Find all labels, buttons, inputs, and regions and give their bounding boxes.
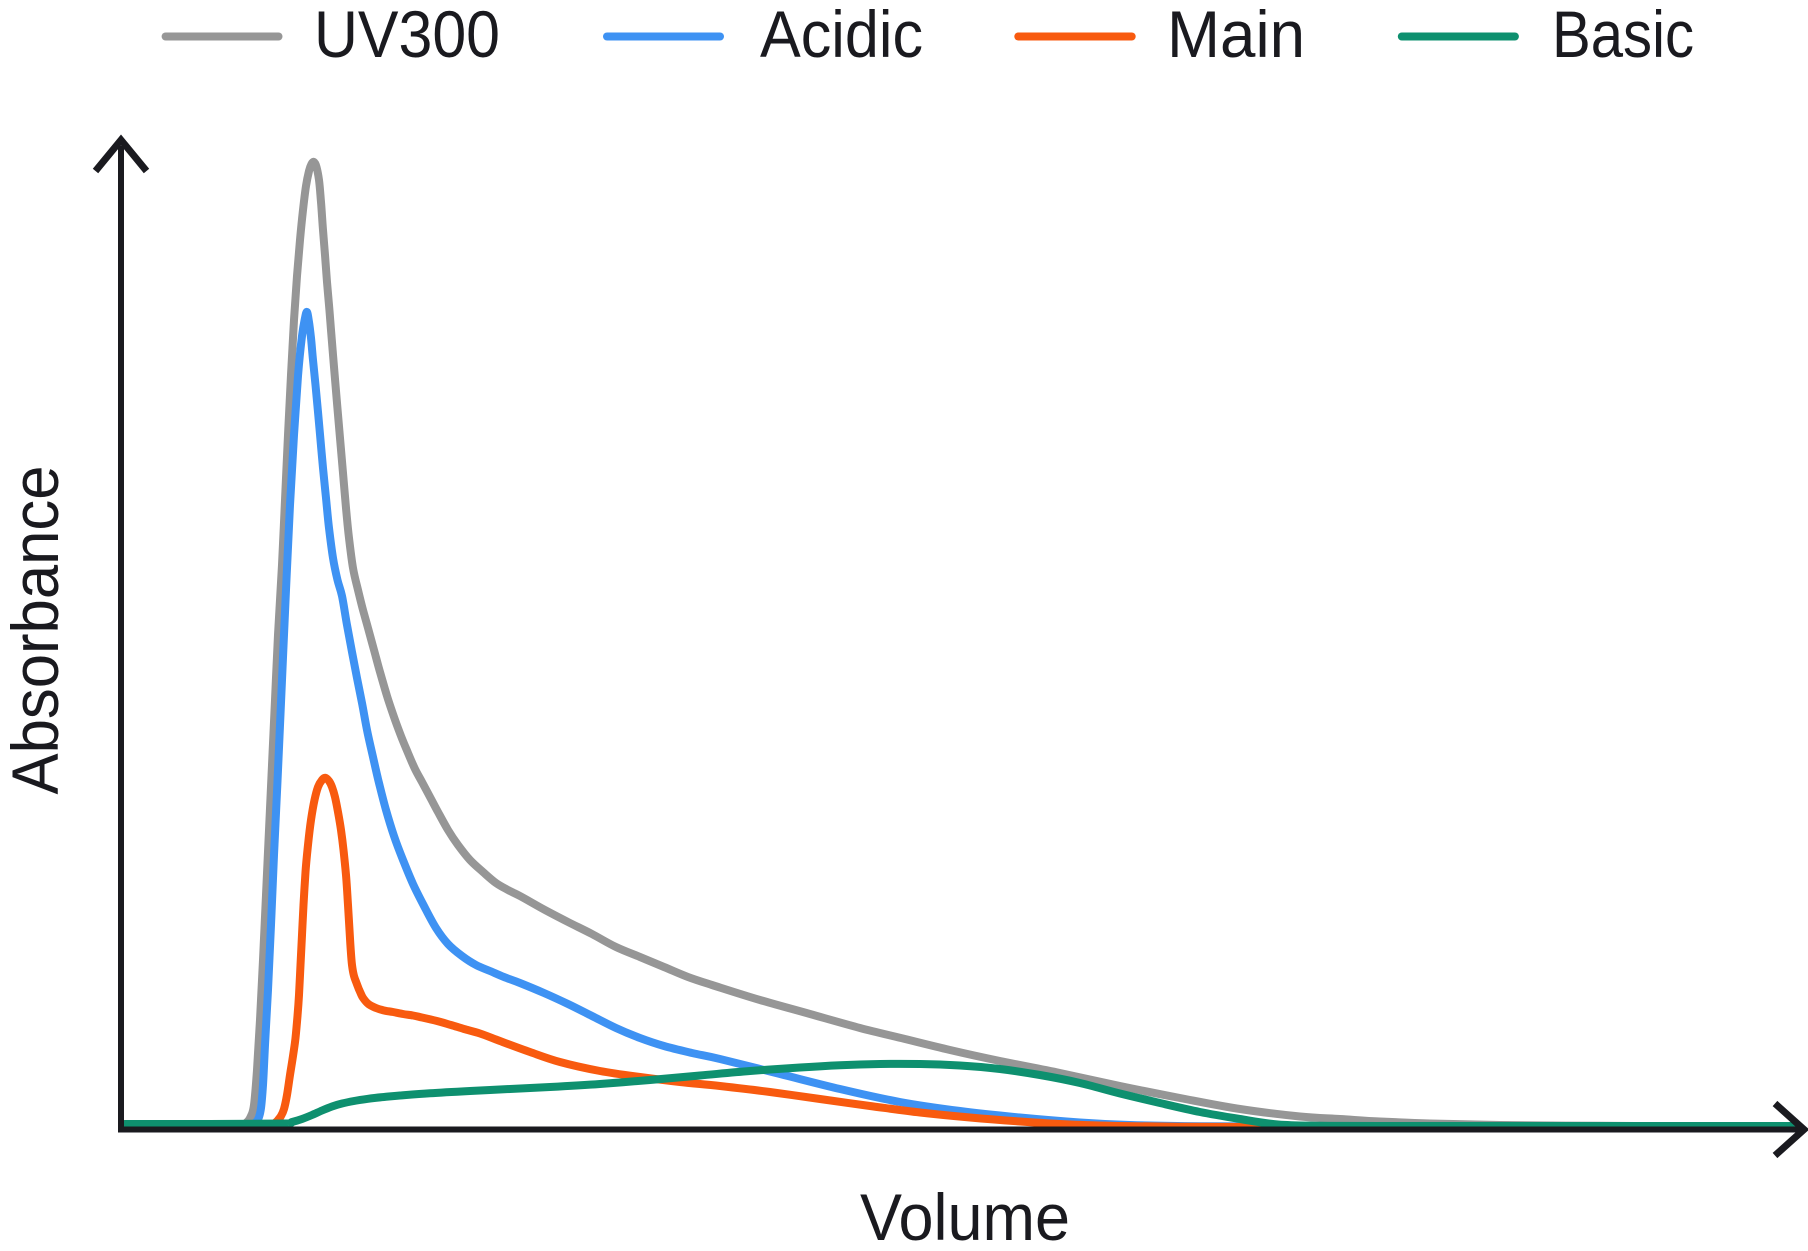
- svg-text:Basic: Basic: [1552, 0, 1694, 71]
- svg-text:UV300: UV300: [314, 0, 500, 71]
- svg-text:Absorbance: Absorbance: [0, 466, 72, 795]
- svg-text:Acidic: Acidic: [760, 0, 923, 71]
- svg-text:Volume: Volume: [860, 1180, 1070, 1251]
- svg-text:Main: Main: [1167, 0, 1305, 71]
